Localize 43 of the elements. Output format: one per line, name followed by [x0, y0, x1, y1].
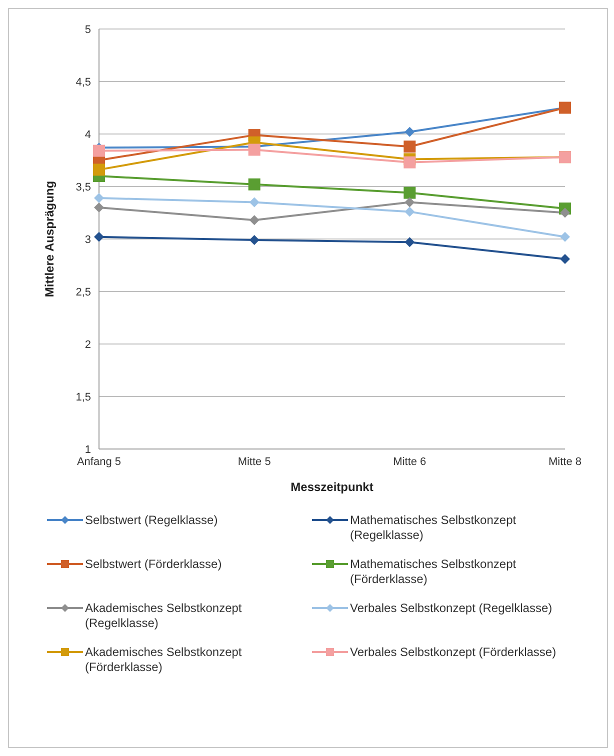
point: [404, 140, 416, 153]
point: [249, 197, 260, 208]
legend-label: Verbales Selbstkonzept (Regelklasse): [350, 601, 552, 616]
legend-label: Mathematisches Selbstkonzept (Regelklasse): [350, 513, 518, 543]
point: [404, 126, 415, 137]
y-tick-label: 3,5: [76, 181, 91, 194]
y-tick-label: 2,5: [76, 286, 91, 298]
y-tick-label: 4,5: [76, 76, 91, 88]
point: [560, 232, 570, 242]
y-tick-label: 5: [84, 24, 91, 36]
point: [94, 202, 104, 212]
legend-label: Akademisches Selbstkonzept (Regelklasse): [85, 601, 243, 631]
point: [248, 144, 260, 156]
legend-label: Verbales Selbstkonzept (Förderklasse): [350, 645, 556, 660]
y-tick-label: 1: [84, 444, 91, 456]
point: [560, 254, 570, 264]
y-axis-title: Mittlere Ausprägung: [42, 180, 56, 298]
point: [404, 197, 415, 208]
x-tick-label: Mitte 5: [238, 456, 271, 468]
legend-label: Mathematisches Selbstkonzept (Förderklasse): [350, 557, 518, 587]
point: [560, 208, 570, 218]
legend-label: Selbstwert (Regelklasse): [85, 513, 218, 528]
y-tick-label: 4: [84, 128, 91, 141]
point: [404, 186, 416, 199]
point: [249, 235, 260, 246]
point: [248, 178, 260, 190]
point: [94, 232, 104, 242]
point: [94, 193, 104, 204]
point: [93, 144, 105, 157]
point: [249, 215, 260, 226]
x-axis-title: Messzeitpunkt: [290, 480, 374, 494]
x-tick-label: Anfang 5: [76, 456, 122, 468]
legend-label: Akademisches Selbstkonzept (Förderklasse): [85, 645, 243, 675]
legend-label: Selbstwert (Förderklasse): [85, 557, 222, 572]
point: [404, 206, 415, 217]
y-tick-label: 3: [84, 234, 91, 246]
point: [404, 237, 415, 248]
point: [93, 164, 105, 176]
point: [404, 156, 416, 168]
y-tick-label: 2: [84, 338, 91, 351]
x-tick-label: Mitte 6: [393, 456, 426, 468]
x-tick-label: Mitte 8: [548, 456, 582, 468]
y-tick-label: 1,5: [76, 391, 91, 404]
